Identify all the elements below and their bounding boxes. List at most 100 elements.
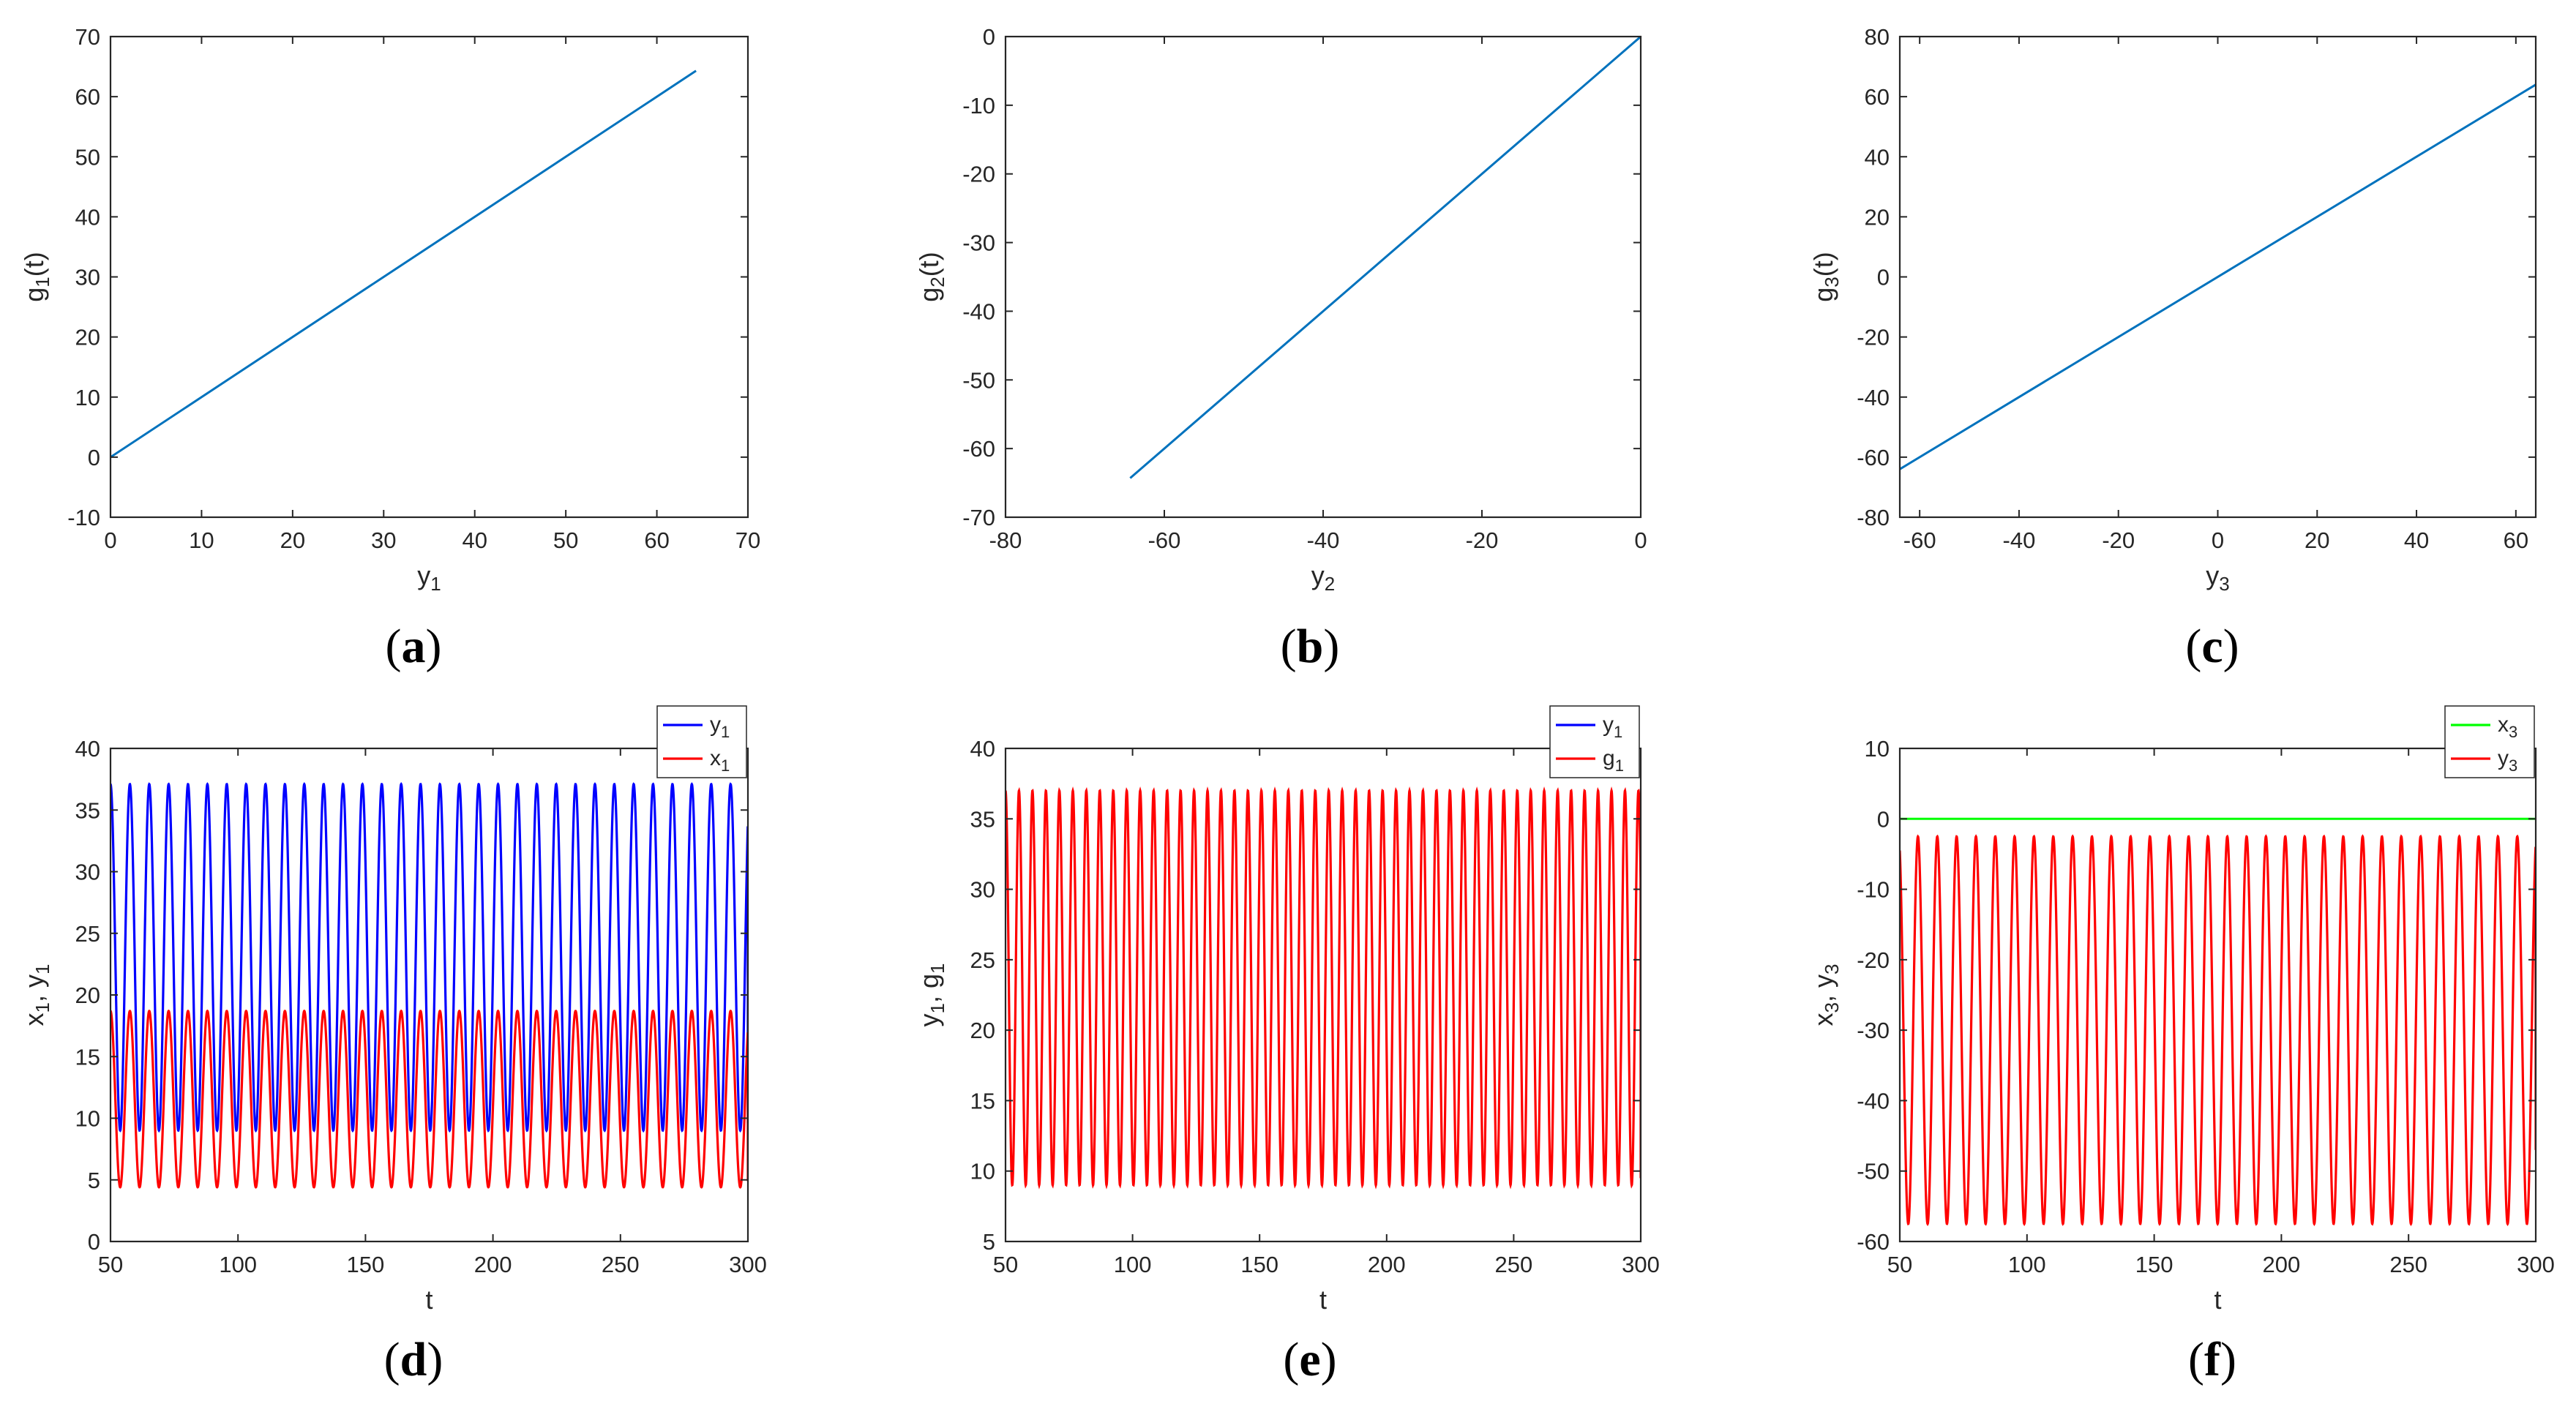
x-axis-label: y3 [2206,560,2229,595]
y-tick-label: 25 [75,921,100,947]
x-tick-label: 60 [2504,527,2528,553]
x-tick-label: -40 [1307,527,1340,553]
y-tick-label: -10 [1857,877,1890,903]
chart-e: 50 100 150 200 250 300 5 10 15 20 25 30 35 40 t y1, g1 y… [914,705,1660,1386]
panel-label: (c) [2185,620,2239,673]
panel-label: (a) [386,620,442,673]
y-tick-label: 30 [75,860,100,885]
axes-frame [1004,747,1642,1243]
y-tick-label: 0 [88,1229,100,1255]
x-tick-label: -20 [2102,527,2135,553]
series-g3-vs-y3 [1900,83,2536,470]
x-tick-label: 60 [644,527,669,553]
legend-entry: y1 [710,713,730,741]
y-tick-label: 30 [970,877,995,903]
x-tick-label: 250 [602,1252,640,1277]
y-tick-label: -30 [1857,1018,1890,1043]
y-axis-label: g2(t) [914,252,948,301]
y-axis-label: x1, y1 [19,964,53,1026]
x-axis-label: y1 [417,560,441,595]
y-tick-label: -20 [1857,325,1890,350]
y-tick-label: 0 [1877,806,1890,832]
y-tick-label: 20 [970,1018,995,1043]
y-tick-label: 40 [75,204,100,230]
y-tick-label: -60 [1857,1229,1890,1255]
y-tick-label: 5 [983,1229,995,1255]
y-tick-label: 35 [75,797,100,823]
y-tick-label: 10 [970,1159,995,1184]
y-tick-label: -40 [1857,1088,1890,1113]
legend-entry: g1 [1603,746,1624,775]
y-tick-label: 60 [75,84,100,110]
y-tick-label: 0 [88,445,100,470]
y-tick-label: -20 [962,162,995,187]
x-tick-label: 150 [1240,1252,1278,1277]
series-x1 [111,1009,748,1189]
y-tick-label: 40 [75,736,100,762]
x-tick-label: -20 [1466,527,1499,553]
x-tick-label: 100 [219,1252,257,1277]
y-tick-label: -10 [962,93,995,119]
x-axis-label: t [425,1285,433,1315]
series-y1 [111,782,748,1133]
y-tick-label: 60 [1865,84,1890,110]
panel-label: (f) [2188,1333,2236,1386]
x-tick-label: 0 [104,527,116,553]
y-tick-label: 20 [75,325,100,350]
y-tick-label: -50 [962,367,995,393]
legend [2444,705,2535,778]
x-tick-label: 100 [2008,1252,2046,1277]
y-tick-label: 10 [75,1106,100,1132]
y-tick-label: 10 [1865,736,1890,762]
x-tick-label: -60 [1148,527,1181,553]
x-axis-label: t [2214,1285,2221,1315]
y-tick-label: 25 [970,947,995,973]
axes-frame [109,35,749,519]
legend-entry: y1 [1603,713,1622,741]
x-tick-label: 50 [993,1252,1018,1277]
axes-frame [1898,747,2537,1243]
panel-label: (e) [1283,1333,1336,1386]
x-tick-label: 30 [371,527,396,553]
x-tick-label: 0 [2212,527,2224,553]
x-tick-label: 200 [2263,1252,2301,1277]
axes-frame [1004,35,1642,519]
y-tick-label: 0 [1877,265,1890,290]
y-tick-label: 15 [75,1044,100,1070]
y-tick-label: -40 [962,298,995,324]
y-tick-label: 40 [1865,144,1890,170]
x-tick-label: 100 [1114,1252,1152,1277]
series-g2-vs-y2 [1129,37,1641,479]
x-tick-label: 150 [347,1252,385,1277]
series-g1-vs-y1 [111,70,697,459]
x-axis-label: t [1319,1285,1327,1315]
series-y3 [1900,834,2536,1227]
y-tick-label: 5 [88,1168,100,1193]
y-tick-label: -60 [1857,445,1890,470]
x-tick-label: 40 [462,527,487,553]
x-tick-label: 10 [189,527,214,553]
y-tick-label: -10 [67,505,100,530]
x-tick-label: 200 [1368,1252,1406,1277]
y-tick-label: 70 [75,24,100,50]
series-g1 [1006,786,1641,1190]
x-tick-label: 70 [735,527,760,553]
chart-a: 0 10 20 30 40 50 60 70-10010203040506070y1g1(t)… [19,24,760,673]
x-tick-label: 300 [729,1252,767,1277]
y-tick-label: 40 [970,736,995,762]
x-tick-label: -40 [2003,527,2036,553]
x-tick-label: 20 [280,527,305,553]
x-tick-label: 50 [553,527,578,553]
x-tick-label: 300 [1622,1252,1660,1277]
y-tick-label: 15 [970,1088,995,1113]
legend-entry: x3 [2498,713,2517,741]
legend [1549,705,1640,778]
chart-d: 50 100 150 200 250 300 0 5 10 15 20 25 30 35 40 t x1, y1… [19,705,767,1386]
y-axis-label: x3, y3 [1808,964,1843,1026]
y-axis-label: y1, g1 [914,963,948,1027]
x-tick-label: -60 [1903,527,1936,553]
y-tick-label: 35 [970,806,995,832]
panel-label: (d) [384,1333,443,1386]
y-tick-label: 20 [75,983,100,1008]
